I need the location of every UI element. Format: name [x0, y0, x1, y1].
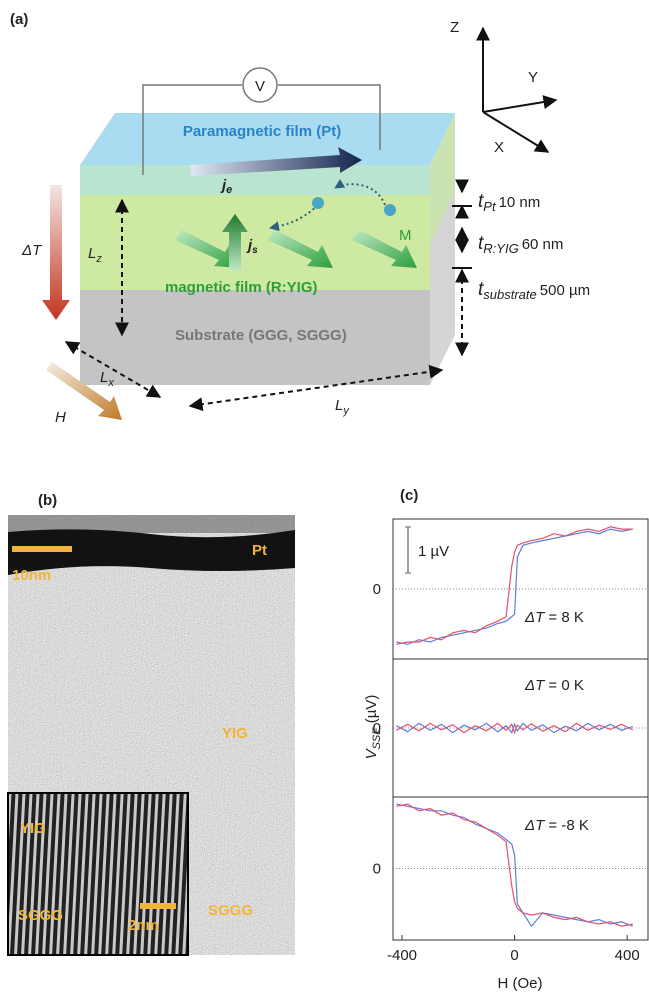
inset-scale-label: 2nm	[128, 917, 159, 934]
axis-y: Y	[528, 69, 538, 86]
voltmeter-label: V	[255, 78, 265, 95]
annotation: ΔT = 8 K	[524, 609, 584, 626]
y-tick-label: 0	[373, 720, 381, 737]
y-tick-label: 0	[373, 581, 381, 598]
axis-x: X	[494, 139, 504, 156]
y-tick-label: 0	[373, 861, 381, 878]
t-sub: Pt	[483, 199, 497, 214]
coordinate-axes	[483, 28, 556, 152]
hrtem-inset	[8, 793, 188, 955]
yig-film-label: magnetic film (R:YIG)	[165, 279, 318, 296]
panel-label: (b)	[38, 492, 57, 509]
panel-label: (a)	[10, 11, 28, 28]
scale-label: 1 µV	[418, 543, 449, 560]
delta-t-arrow	[42, 185, 70, 320]
t-value: 60 nm	[522, 236, 564, 253]
t-sub: substrate	[483, 287, 536, 302]
figure: (a) Z Y X V Paramagnetic film (Pt) je M …	[0, 0, 649, 994]
inset-scale-bar	[140, 903, 176, 909]
lx-main: L	[100, 369, 108, 386]
annotation: ΔT = 0 K	[524, 677, 584, 694]
annotation-text: = 0 K	[544, 677, 584, 694]
delta-t-label: ΔT	[21, 242, 43, 259]
lz-sub: z	[95, 253, 102, 265]
x-tick-label: 400	[615, 947, 640, 964]
signal-line	[396, 804, 632, 926]
x-tick-label: 0	[510, 947, 518, 964]
t-value: 500 µm	[540, 282, 590, 299]
lx-sub: x	[107, 377, 114, 389]
ly-label: Ly	[335, 397, 350, 417]
inset-yig: YIG	[20, 820, 46, 837]
pt-label: Pt	[252, 542, 267, 559]
scale-label: 10nm	[12, 567, 51, 584]
t-value: 10 nm	[499, 194, 541, 211]
lz-main: L	[88, 245, 96, 262]
inset-sggg: SGGG	[18, 907, 63, 924]
annotation-symbol: ΔT	[524, 677, 546, 694]
page: (a) Z Y X V Paramagnetic film (Pt) je M …	[0, 0, 649, 994]
annotation-symbol: ΔT	[524, 609, 546, 626]
je-sub: e	[226, 184, 232, 196]
annotation: ΔT = -8 K	[524, 817, 589, 834]
plots: 0 ΔT = 8 K 1 µV 0 ΔT = 0 K 0 ΔT = -8 K -400 0 400	[373, 519, 648, 964]
h-label: H	[55, 409, 66, 426]
ly-main: L	[335, 397, 343, 414]
sggg-label: SGGG	[208, 902, 253, 919]
panel-label: (c)	[400, 487, 418, 504]
annotation-text: = 8 K	[544, 609, 584, 626]
x-tick-label: -400	[387, 947, 417, 964]
x-axis-label: H (Oe)	[498, 975, 543, 992]
m-label: M	[399, 227, 412, 244]
js-sub: s	[252, 245, 258, 256]
annotation-symbol: ΔT	[524, 817, 546, 834]
axis-z: Z	[450, 19, 459, 36]
annotation-text: = -8 K	[544, 817, 589, 834]
scale-bar	[12, 546, 72, 552]
substrate-label: Substrate (GGG, SGGG)	[175, 327, 347, 344]
pt-film-label: Paramagnetic film (Pt)	[183, 123, 341, 140]
t-sub: R:YIG	[483, 241, 518, 256]
yig-label: YIG	[222, 725, 248, 742]
ly-sub: y	[342, 405, 350, 417]
